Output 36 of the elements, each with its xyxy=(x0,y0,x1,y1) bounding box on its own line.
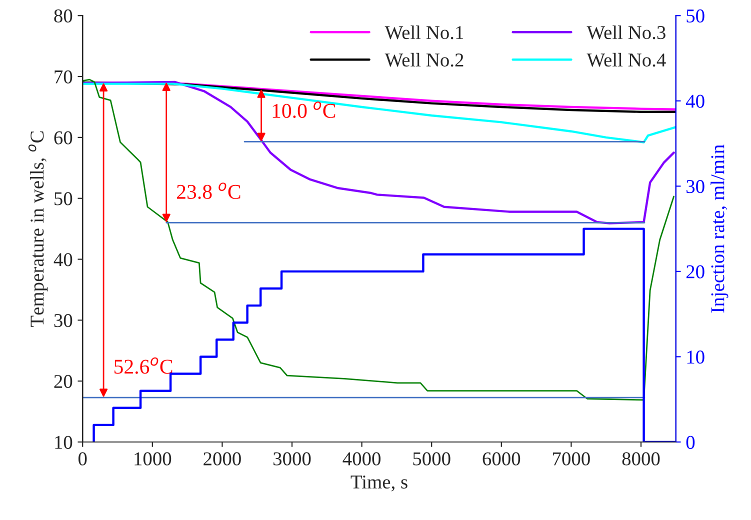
x-tick-label: 5000 xyxy=(413,452,450,466)
legend-label: Well No.2 xyxy=(384,52,464,67)
x-tick-label: 3000 xyxy=(273,452,311,466)
line-series xyxy=(82,82,676,144)
y-tick-label: 70 xyxy=(54,70,72,84)
x-tick-label: 2000 xyxy=(204,452,241,466)
y2-tick-label: 20 xyxy=(686,265,704,278)
y2-tick-label: 30 xyxy=(686,180,704,194)
x-tick-label: 4000 xyxy=(342,452,381,466)
line-series xyxy=(82,78,674,401)
y-tick-label: 30 xyxy=(54,314,72,328)
line-series xyxy=(82,80,675,224)
y-axis-title: Temperature in wells, $^{o}$C xyxy=(28,131,48,327)
annotation: 52.6$^{o}$C xyxy=(114,357,172,374)
legend-label: Well No.1 xyxy=(384,25,464,40)
y2-axis-title: Injection rate, ml/min xyxy=(710,144,728,313)
legend-label: Well No.4 xyxy=(586,52,666,67)
y2-tick-label: 10 xyxy=(687,350,704,364)
legend-label: Well No.3 xyxy=(586,25,666,40)
x-tick-label: 7000 xyxy=(553,452,590,466)
y-tick-label: 80 xyxy=(54,9,72,23)
x-axis-title: Time, s xyxy=(350,476,408,492)
y-tick-label: 50 xyxy=(54,192,72,206)
y-tick-label: 20 xyxy=(54,374,72,388)
y-tick-label: 40 xyxy=(54,253,72,266)
y-tick-label: 10 xyxy=(55,436,72,449)
annotation: 10.0 $^{o}$C xyxy=(272,102,336,118)
x-tick-label: 6000 xyxy=(482,452,520,466)
x-tick-label: 1000 xyxy=(134,452,172,466)
y2-tick-label: 40 xyxy=(686,94,704,108)
x-tick-label: 0 xyxy=(78,452,87,466)
annotation: 23.8 $^{o}$C xyxy=(177,182,240,200)
x-tick-label: 8000 xyxy=(622,452,660,466)
y2-tick-label: 0 xyxy=(686,436,695,449)
y-tick-label: 60 xyxy=(54,131,72,144)
y2-tick-label: 50 xyxy=(686,9,704,23)
